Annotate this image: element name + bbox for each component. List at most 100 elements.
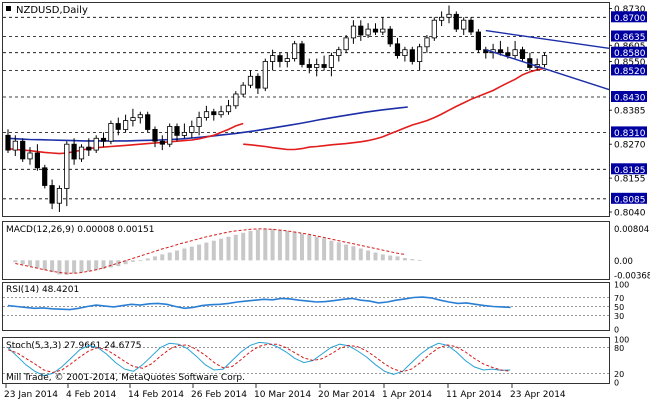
candle-body-bull bbox=[344, 38, 348, 50]
candle-body-bear bbox=[454, 14, 458, 29]
macd-bar bbox=[396, 256, 400, 260]
candle-body-bull bbox=[226, 106, 230, 112]
macd-bar bbox=[153, 256, 157, 260]
candle bbox=[263, 59, 267, 92]
x-tick-label: 23 Jan 2014 bbox=[4, 390, 58, 400]
level-label: 0.8635 bbox=[614, 33, 646, 43]
candle-body-bear bbox=[476, 32, 480, 50]
candle bbox=[388, 26, 392, 47]
candle-body-bull bbox=[94, 138, 98, 150]
candle-body-bull bbox=[138, 115, 142, 118]
candle bbox=[94, 135, 98, 153]
x-tick-label: 1 Apr 2014 bbox=[382, 390, 432, 400]
macd-bar bbox=[337, 242, 341, 260]
candle-body-bull bbox=[197, 118, 201, 127]
candle-body-bull bbox=[79, 147, 83, 159]
candle-body-bull bbox=[57, 188, 61, 203]
candle-body-bear bbox=[300, 44, 304, 65]
candle-body-bear bbox=[307, 65, 311, 68]
candle-body-bull bbox=[248, 76, 252, 85]
candle-body-bull bbox=[123, 121, 127, 130]
candle-body-bear bbox=[43, 168, 47, 186]
candle-body-bear bbox=[101, 138, 105, 141]
price-tick-label: 0.8040 bbox=[614, 209, 646, 219]
macd-bar bbox=[271, 229, 275, 260]
candle-body-bull bbox=[234, 94, 238, 106]
candle bbox=[344, 35, 348, 53]
macd-bar bbox=[43, 260, 47, 270]
x-tick-label: 26 Feb 2014 bbox=[191, 390, 247, 400]
macd-bar bbox=[307, 235, 311, 260]
candle bbox=[469, 17, 473, 35]
candle-body-bear bbox=[520, 50, 524, 59]
macd-bar bbox=[35, 260, 39, 268]
candle-body-bear bbox=[116, 124, 120, 130]
candle-body-bull bbox=[270, 56, 274, 62]
macd-bar bbox=[227, 237, 231, 261]
macd-bar bbox=[160, 254, 164, 260]
candle-body-bull bbox=[513, 50, 517, 56]
stoch-tick-label: 80 bbox=[614, 344, 624, 353]
candle-body-bull bbox=[263, 62, 267, 89]
price-tick-label: 0.8270 bbox=[614, 141, 646, 151]
macd-bar bbox=[197, 245, 201, 261]
macd-bar bbox=[315, 237, 319, 261]
candle-body-bear bbox=[359, 26, 363, 35]
macd-bar bbox=[13, 260, 17, 262]
macd-bar bbox=[146, 258, 150, 260]
candle-body-bull bbox=[329, 56, 333, 68]
macd-bar bbox=[374, 253, 378, 261]
candle-body-bull bbox=[439, 17, 443, 20]
macd-bar bbox=[204, 243, 208, 261]
chart-title: NZDUSD,Daily bbox=[6, 5, 88, 16]
stoch-title: Stoch(5,3,3) 27.9661 24.6775 bbox=[6, 341, 141, 351]
macd-bar bbox=[168, 253, 172, 261]
x-tick-label: 23 Apr 2014 bbox=[510, 390, 566, 400]
candle-body-bull bbox=[168, 127, 172, 145]
macd-bar bbox=[212, 241, 216, 261]
candle bbox=[146, 112, 150, 133]
macd-bar bbox=[300, 234, 304, 261]
candle-body-bull bbox=[204, 112, 208, 118]
candle-body-bear bbox=[212, 112, 216, 115]
macd-bar bbox=[263, 229, 267, 260]
candle-body-bull bbox=[241, 85, 245, 94]
candle-body-bear bbox=[395, 44, 399, 56]
candle-body-bull bbox=[28, 153, 32, 159]
x-tick-label: 11 Apr 2014 bbox=[446, 390, 502, 400]
candle bbox=[410, 47, 414, 65]
candle-body-bear bbox=[87, 147, 91, 150]
candle-body-bull bbox=[542, 56, 546, 65]
candle-body-bull bbox=[285, 59, 289, 62]
level-label: 0.8085 bbox=[614, 195, 646, 205]
candle-body-bull bbox=[425, 38, 429, 47]
candle bbox=[168, 124, 172, 148]
candle-body-bull bbox=[337, 50, 341, 56]
candle-body-bear bbox=[410, 50, 414, 62]
candle-body-bear bbox=[50, 186, 54, 204]
macd-bar bbox=[65, 260, 69, 275]
candle-body-bull bbox=[381, 29, 385, 32]
watermark: Mill Trade, © 2001-2014, MetaQuotes Soft… bbox=[6, 373, 245, 383]
macd-bar bbox=[329, 241, 333, 261]
candle-body-bear bbox=[72, 144, 76, 159]
candle-body-bear bbox=[21, 141, 25, 159]
candle-body-bear bbox=[322, 65, 326, 68]
macd-tick-label: 0.00 bbox=[614, 257, 633, 267]
macd-bar bbox=[28, 260, 32, 266]
candle-body-bull bbox=[366, 29, 370, 35]
candle-body-bear bbox=[498, 50, 502, 53]
candle-body-bull bbox=[292, 44, 296, 59]
candle-body-bull bbox=[190, 127, 194, 133]
stoch-tick-label: 0 bbox=[614, 379, 619, 388]
macd-bar bbox=[278, 230, 282, 261]
macd-bar bbox=[94, 260, 98, 270]
rsi-tick-label: 30 bbox=[614, 312, 624, 321]
level-label: 0.8430 bbox=[614, 94, 646, 104]
candle-body-bull bbox=[109, 124, 113, 142]
macd-bar bbox=[50, 260, 54, 272]
candle bbox=[43, 165, 47, 189]
candle bbox=[300, 41, 304, 68]
